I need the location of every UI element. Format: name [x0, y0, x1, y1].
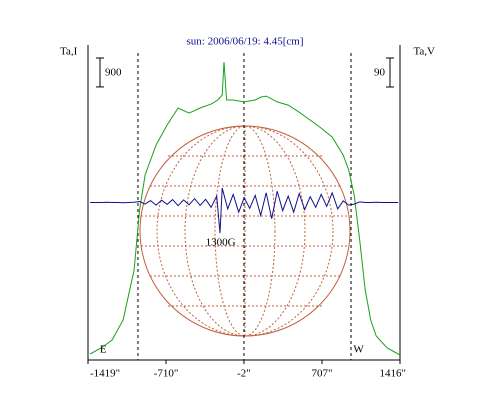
right-axis-label: Ta,V	[413, 46, 435, 58]
sun-disk	[139, 125, 351, 337]
x-tick-label: -710"	[154, 368, 179, 380]
x-tick-label: 1416"	[380, 368, 407, 380]
series-line	[89, 61, 401, 356]
series-line	[90, 187, 399, 234]
annotation: 1300G	[206, 237, 236, 249]
x-tick-label: 707"	[311, 368, 332, 380]
left-axis-label: Ta,I	[60, 46, 78, 58]
chart-title: sun: 2006/06/19: 4.45[cm]	[186, 36, 303, 48]
annotation: E	[100, 344, 107, 356]
x-tick-label: -1419"	[90, 368, 120, 380]
x-tick-label: -2"	[237, 368, 251, 380]
scale-label: 90	[374, 67, 386, 79]
annotation: W	[353, 344, 364, 356]
scale-label: 900	[105, 67, 122, 79]
